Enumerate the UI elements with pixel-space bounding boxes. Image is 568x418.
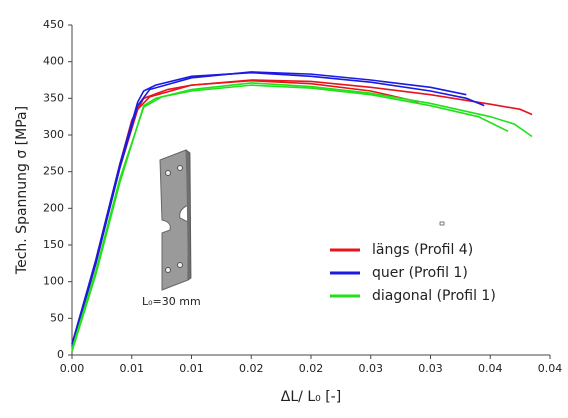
y-tick-label: 250 [43,165,64,178]
x-tick-label: 0.01 [179,362,204,375]
legend-label: quer (Profil 1) [372,265,468,281]
y-tick-label: 150 [43,238,64,251]
curve [71,71,485,345]
x-axis-label: ΔL/ L₀ [-] [281,389,341,405]
curve [71,79,419,348]
x-tick-label: 0.04 [538,362,563,375]
y-tick-label: 100 [43,275,64,288]
curve [71,84,509,350]
x-tick-label: 0.04 [478,362,503,375]
y-tick-label: 450 [43,18,64,31]
curve [71,71,467,347]
x-tick-label: 0.03 [418,362,443,375]
y-tick-label: 0 [57,348,64,361]
x-tick-label: 0.01 [120,362,145,375]
legend-label: längs (Profil 4) [372,242,473,258]
legend-label: diagonal (Profil 1) [372,288,496,304]
specimen-icon [159,149,192,291]
x-tick-label: 0.02 [299,362,324,375]
y-tick-label: 50 [50,311,64,324]
annotation: L₀=30 mm [142,295,201,308]
y-tick-label: 300 [43,128,64,141]
curve [71,79,533,345]
y-tick-label: 350 [43,91,64,104]
x-tick-label: 0.00 [60,362,85,375]
y-axis-label: Tech. Spannung σ [MPa] [14,106,30,275]
y-tick-label: 200 [43,201,64,214]
curve [71,82,533,352]
x-tick-label: 0.02 [239,362,264,375]
y-tick-label: 400 [43,55,64,68]
x-tick-label: 0.03 [359,362,384,375]
